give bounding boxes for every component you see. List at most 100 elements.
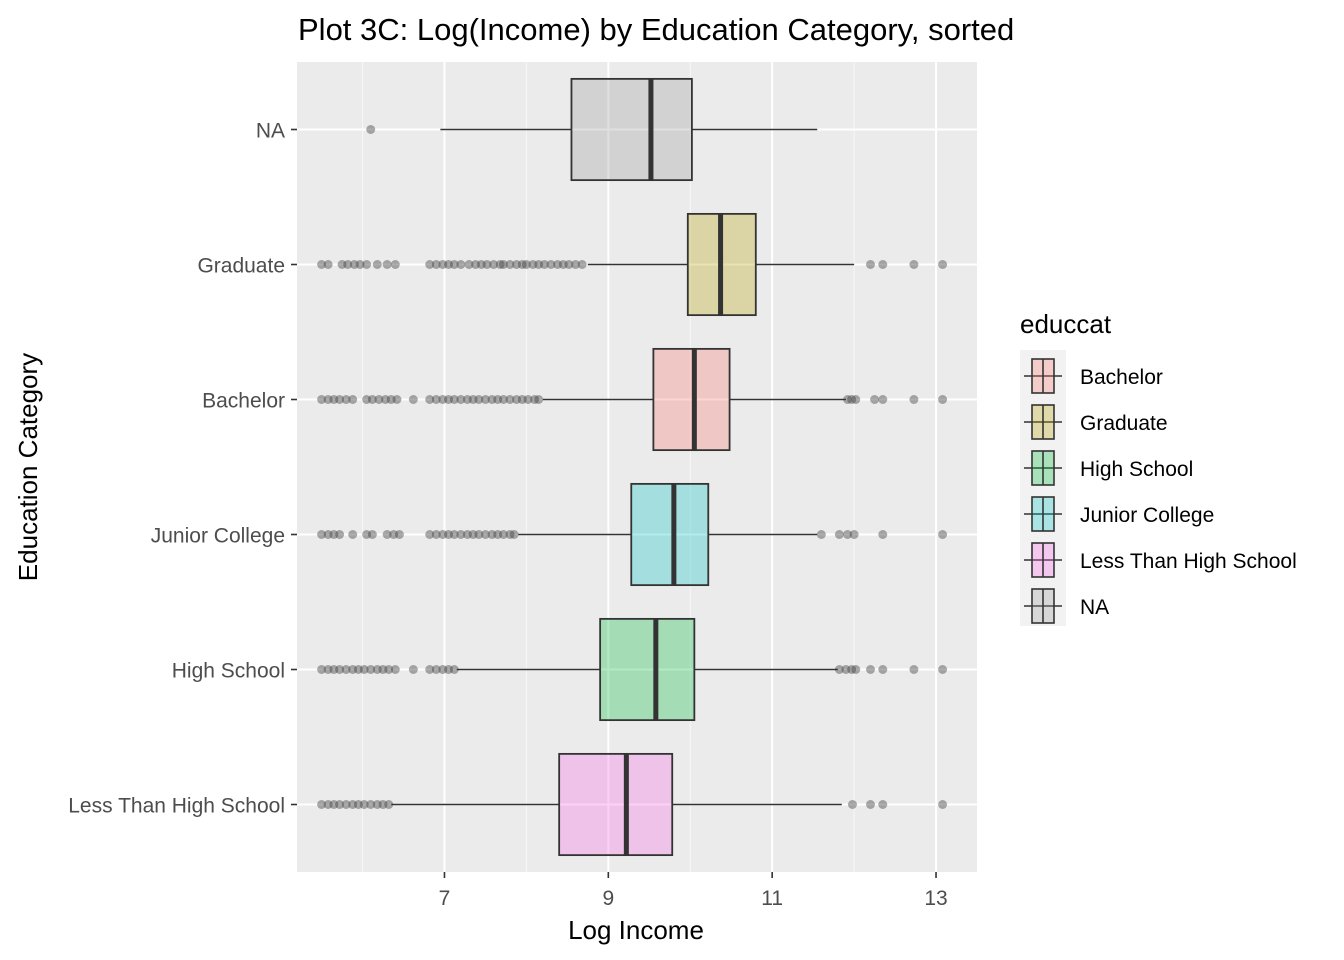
box-group: [317, 482, 948, 587]
outlier-point: [938, 395, 948, 404]
outlier-point: [841, 665, 851, 674]
outlier-point: [498, 395, 508, 404]
y-tick-label: NA: [256, 120, 285, 143]
outlier-point: [341, 395, 351, 404]
outlier-point: [487, 530, 497, 539]
outlier-point: [449, 395, 459, 404]
outlier-point: [517, 260, 527, 269]
outlier-point: [865, 260, 875, 269]
outlier-point: [553, 260, 563, 269]
outlier-point: [521, 260, 531, 269]
y-axis: NA Graduate Bachelor Junior College High Sch…: [68, 120, 297, 818]
outlier-point: [438, 665, 448, 674]
outlier-point: [380, 395, 390, 404]
outlier-point: [329, 395, 339, 404]
y-tick-label: High School: [172, 660, 285, 683]
outlier-point: [335, 665, 345, 674]
outlier-point: [378, 665, 388, 674]
outlier-point: [353, 800, 363, 809]
outlier-point: [323, 665, 333, 674]
outlier-point: [425, 665, 435, 674]
box-group: [317, 212, 948, 317]
outlier-point: [938, 260, 948, 269]
outlier-point: [462, 395, 472, 404]
legend-title: educcat: [1020, 309, 1112, 339]
outlier-point: [909, 260, 919, 269]
outlier-point: [372, 800, 382, 809]
legend-label: Bachelor: [1080, 366, 1163, 389]
grid-lines: [297, 62, 977, 872]
outlier-point: [909, 665, 919, 674]
outlier-point: [849, 530, 859, 539]
legend-label: Graduate: [1080, 412, 1168, 435]
outlier-point: [335, 395, 345, 404]
outlier-point: [317, 800, 327, 809]
outlier-point: [343, 260, 353, 269]
outlier-point: [480, 395, 490, 404]
box-group: [317, 752, 948, 857]
outlier-point: [323, 395, 333, 404]
outlier-point: [384, 665, 394, 674]
outlier-point: [851, 395, 861, 404]
outlier-point: [367, 395, 377, 404]
outlier-point: [348, 800, 358, 809]
outlier-point: [317, 395, 327, 404]
outlier-point: [382, 260, 392, 269]
outlier-point: [449, 530, 459, 539]
outlier-point: [341, 800, 351, 809]
y-axis-title: Education Category: [13, 353, 43, 581]
outlier-point: [323, 800, 333, 809]
outlier-point: [384, 800, 394, 809]
outlier-point: [362, 395, 372, 404]
outlier-point: [498, 530, 508, 539]
box: [558, 752, 674, 857]
outlier-point: [394, 530, 404, 539]
legend-entry: Less Than High School: [1024, 542, 1297, 578]
outlier-point: [834, 530, 844, 539]
outlier-point: [468, 530, 478, 539]
outlier-point: [462, 530, 472, 539]
outlier-point: [431, 395, 441, 404]
outlier-point: [425, 530, 435, 539]
legend-label: Junior College: [1080, 504, 1214, 527]
outlier-point: [938, 800, 948, 809]
outlier-point: [456, 395, 466, 404]
outlier-point: [938, 530, 948, 539]
outlier-point: [456, 260, 466, 269]
outlier-point: [468, 395, 478, 404]
legend-entry: High School: [1024, 450, 1193, 486]
outlier-point: [317, 665, 327, 674]
outlier-point: [355, 260, 365, 269]
outlier-point: [847, 395, 857, 404]
outlier-point: [444, 395, 454, 404]
legend-label: High School: [1080, 458, 1193, 481]
x-axis-title: Log Income: [568, 915, 704, 945]
legend-key-background: [1020, 350, 1066, 626]
outlier-point: [878, 530, 888, 539]
outlier-point: [348, 395, 358, 404]
legend-entry: Junior College: [1024, 496, 1214, 532]
outlier-point: [408, 395, 418, 404]
outlier-point: [323, 530, 333, 539]
outlier-point: [366, 125, 376, 134]
outlier-point: [359, 800, 369, 809]
box-group: [317, 617, 948, 722]
legend-entry: Graduate: [1024, 404, 1168, 440]
outlier-point: [329, 530, 339, 539]
outlier-point: [367, 530, 377, 539]
legend-entry: Bachelor: [1024, 358, 1163, 394]
outlier-point: [539, 260, 549, 269]
outlier-point: [329, 665, 339, 674]
outlier-point: [558, 260, 568, 269]
outlier-point: [341, 665, 351, 674]
outlier-point: [482, 260, 492, 269]
outlier-point: [438, 530, 448, 539]
outlier-point: [493, 395, 503, 404]
outlier-point: [359, 665, 369, 674]
outlier-point: [362, 260, 372, 269]
outlier-point: [408, 665, 418, 674]
outlier-point: [498, 260, 508, 269]
outlier-point: [546, 260, 556, 269]
outlier-point: [534, 395, 544, 404]
chart-title: Plot 3C: Log(Income) by Education Catego…: [298, 12, 1014, 47]
